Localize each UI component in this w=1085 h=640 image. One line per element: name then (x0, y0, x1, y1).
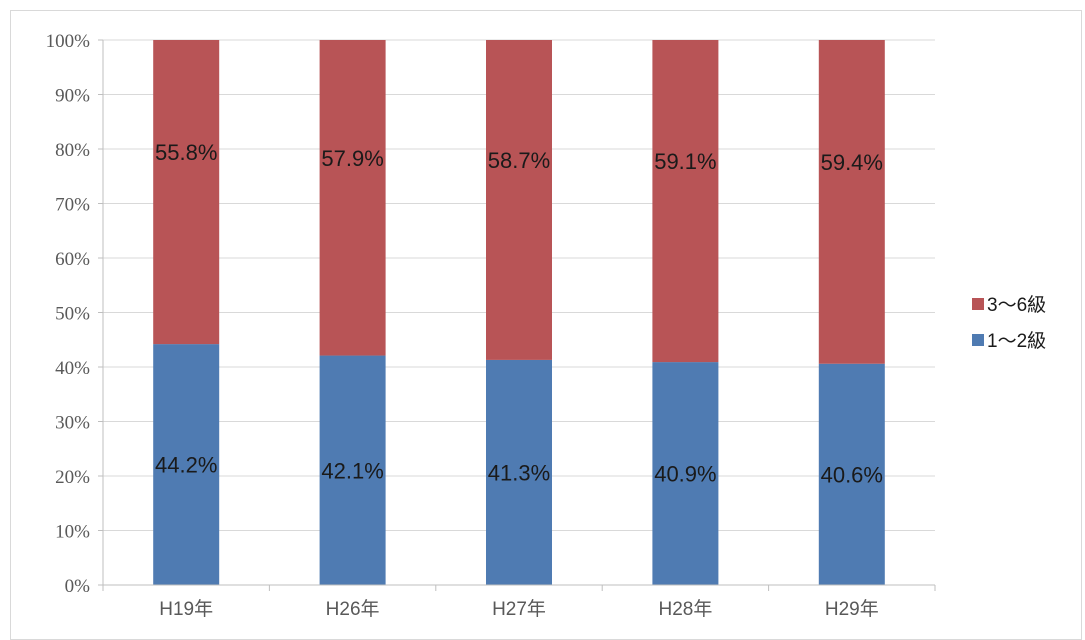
data-label: 55.8% (155, 140, 217, 165)
y-tick-label: 80% (55, 140, 90, 161)
data-label: 58.7% (488, 148, 550, 173)
x-tick-label: H26年 (326, 598, 380, 620)
data-labels: 44.2% 55.8% 42.1% 57.9% 41.3% 58.7% 40.9% 59.1%… (155, 140, 883, 487)
y-tick-label: 20% (55, 467, 90, 488)
bar-segment (652, 362, 719, 585)
y-tick-label: 30% (55, 413, 90, 434)
data-label: 42.1% (321, 458, 383, 483)
y-tick-label: 70% (55, 195, 90, 216)
y-tick-label: 40% (55, 358, 90, 379)
data-label: 59.4% (821, 150, 883, 175)
data-label: 40.6% (821, 462, 883, 487)
bar-segment (319, 355, 386, 585)
x-tick-label: H28年 (658, 598, 712, 620)
bars (153, 40, 885, 585)
y-tick-label: 50% (55, 304, 90, 325)
bar-segment (153, 40, 220, 345)
data-label: 44.2% (155, 453, 217, 478)
data-label: 59.1% (654, 149, 716, 174)
x-tick-label: H19年 (159, 598, 213, 620)
legend-label: 3～6級 (987, 294, 1046, 316)
data-label: 57.9% (321, 146, 383, 171)
legend-label: 1～2級 (987, 330, 1046, 352)
bar-segment (818, 363, 885, 585)
x-tick-label: H27年 (492, 598, 546, 620)
legend-swatch (972, 334, 984, 346)
legend: 3～6級 1～2級 (972, 294, 1046, 352)
data-label: 41.3% (488, 460, 550, 485)
data-label: 40.9% (654, 462, 716, 487)
y-tick-label: 0% (65, 576, 91, 597)
bar-segment (486, 40, 552, 360)
y-tick-label: 100% (46, 31, 91, 52)
legend-swatch (972, 298, 984, 310)
axes: 0% 10% 20% 30% 40% 50% 60% 70% 80% 90% 100% H19年 H26… (46, 31, 936, 620)
bar-segment (486, 359, 552, 585)
bar-segment (818, 40, 885, 364)
y-tick-label: 60% (55, 249, 90, 270)
x-tick-label: H29年 (825, 598, 879, 620)
bar-segment (153, 344, 220, 585)
bar-segment (319, 40, 386, 356)
y-tick-label: 90% (55, 86, 90, 107)
bar-segment (652, 40, 719, 363)
y-tick-label: 10% (55, 522, 90, 543)
